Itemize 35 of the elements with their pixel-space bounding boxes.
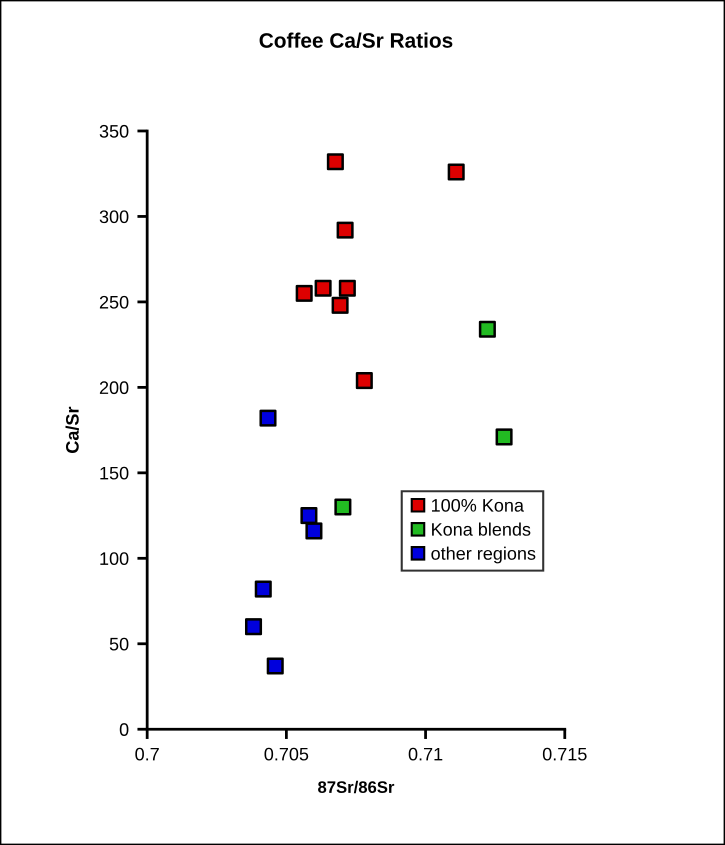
point — [296, 284, 313, 302]
point — [336, 222, 354, 239]
y-tick-label: 100 — [100, 552, 128, 566]
point — [478, 320, 496, 338]
y-tick-label: 300 — [100, 210, 128, 224]
y-tick-label: 50 — [110, 638, 128, 650]
point — [244, 618, 262, 636]
y-tick-label: 150 — [100, 466, 128, 480]
point — [338, 280, 356, 297]
point — [305, 522, 322, 540]
point — [332, 296, 349, 314]
x-tick-label: 0.7 — [135, 748, 159, 761]
legend-label: 100% Kona — [432, 498, 524, 512]
legend-label: Kona blends — [432, 522, 530, 536]
point — [266, 657, 284, 675]
y-tick-label: 200 — [100, 381, 128, 394]
point — [496, 428, 513, 446]
point — [254, 580, 272, 598]
point — [259, 410, 277, 427]
y-tick-label: 250 — [100, 296, 128, 309]
point — [300, 507, 318, 524]
x-tick-label: 0.71 — [408, 748, 442, 761]
point — [334, 498, 352, 516]
point — [326, 153, 344, 170]
y-tick-label: 350 — [100, 124, 128, 138]
x-axis-title: 87Sr/86Sr — [318, 780, 394, 794]
y-tick-label: 0 — [120, 723, 128, 736]
point — [314, 280, 332, 297]
x-tick-label: 0.705 — [264, 748, 308, 761]
point — [448, 163, 465, 181]
point — [356, 372, 373, 390]
legend-label: other regions — [431, 546, 536, 564]
x-tick-label: 0.715 — [542, 748, 587, 761]
y-axis-title: Ca/Sr — [66, 406, 79, 453]
chart-title: Coffee Ca/Sr Ratios — [260, 32, 452, 48]
